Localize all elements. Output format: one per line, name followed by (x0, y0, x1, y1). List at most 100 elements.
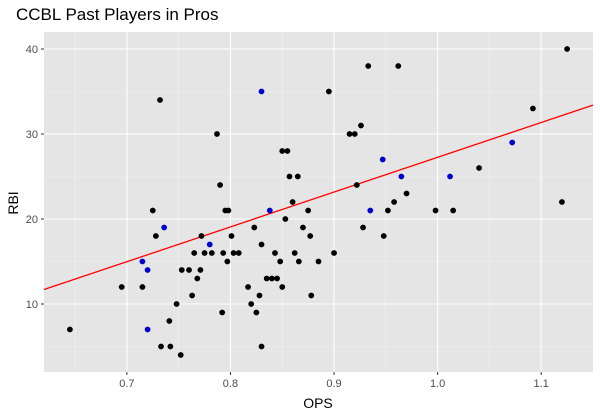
data-point (367, 207, 374, 214)
plot-panel (44, 32, 593, 372)
y-tick-label: 20 (26, 214, 38, 226)
x-tick-label: 0.9 (326, 378, 341, 390)
data-point (307, 233, 314, 239)
data-point (144, 267, 151, 273)
data-point (197, 267, 204, 273)
data-point (149, 207, 156, 214)
data-point (331, 250, 337, 256)
data-point (559, 199, 565, 205)
data-point (289, 199, 296, 205)
data-point (564, 46, 571, 52)
data-points (66, 46, 571, 358)
trend-line-layer (43, 104, 594, 291)
x-axis-title: OPS (303, 395, 333, 411)
data-point (139, 258, 146, 265)
data-point (284, 148, 291, 154)
data-point (173, 301, 180, 307)
data-point (325, 88, 332, 95)
data-point (225, 207, 232, 214)
regression-line (43, 104, 594, 291)
data-point (476, 165, 482, 171)
data-point (191, 250, 198, 256)
data-point (158, 343, 164, 350)
data-point (447, 173, 453, 180)
data-point (403, 190, 410, 197)
y-tick-label: 30 (26, 129, 38, 141)
data-point (258, 241, 265, 248)
data-point (201, 250, 208, 256)
data-point (509, 139, 516, 146)
data-point (286, 173, 293, 180)
x-tick-label: 0.7 (119, 378, 134, 390)
data-point (530, 105, 536, 112)
data-point (266, 207, 273, 214)
data-point (194, 275, 201, 282)
chart-title: CCBL Past Players in Pros (16, 5, 219, 24)
data-point (208, 250, 215, 256)
data-point (268, 275, 275, 282)
y-tick-label: 40 (26, 44, 38, 56)
data-point (315, 258, 322, 265)
data-point (279, 284, 286, 290)
x-tick-label: 1.0 (430, 378, 445, 390)
data-point (365, 63, 372, 69)
data-point (308, 292, 315, 299)
data-point (360, 224, 366, 231)
data-point (295, 258, 302, 265)
data-point (398, 173, 405, 180)
data-point (177, 352, 184, 358)
data-point (248, 301, 255, 307)
data-point (432, 207, 439, 214)
data-point (274, 275, 280, 282)
data-point (245, 284, 251, 290)
data-point (385, 207, 391, 214)
data-point (139, 284, 146, 290)
data-point (178, 267, 185, 273)
data-point (294, 173, 301, 180)
data-point (253, 309, 260, 316)
data-point (353, 182, 360, 188)
x-tick-label: 1.1 (534, 378, 549, 390)
data-point (380, 233, 387, 239)
data-point (277, 258, 284, 265)
data-point (220, 250, 227, 256)
data-point (219, 309, 226, 316)
data-point (214, 131, 220, 137)
data-point (206, 241, 213, 248)
data-point (161, 224, 168, 231)
data-point (258, 343, 265, 350)
data-point (379, 156, 386, 163)
data-point (279, 148, 286, 154)
data-point (351, 131, 358, 137)
data-point (157, 97, 163, 103)
data-point (167, 343, 174, 350)
data-point (258, 88, 265, 95)
data-point (272, 250, 278, 256)
data-point (189, 292, 196, 299)
data-point (251, 224, 258, 231)
data-point (305, 207, 312, 214)
data-point (217, 182, 223, 188)
data-point (256, 292, 263, 299)
data-point (186, 267, 192, 273)
data-point (66, 326, 73, 333)
data-point (144, 326, 151, 333)
data-point (198, 233, 205, 239)
data-point (291, 250, 298, 256)
data-point (358, 122, 364, 129)
data-point (263, 275, 270, 282)
data-point (230, 250, 237, 256)
y-axis-title: RBI (5, 191, 21, 214)
data-point (166, 318, 173, 324)
y-tick-label: 10 (26, 299, 38, 311)
data-point (450, 207, 457, 214)
data-point (300, 224, 306, 231)
data-point (391, 199, 398, 205)
data-point (395, 63, 402, 69)
data-point (118, 284, 125, 290)
data-point (224, 258, 231, 265)
axis-ticks: 0.7 0.8 0.9 1.0 1.1 10 20 30 40 (26, 44, 549, 390)
data-point (346, 131, 353, 137)
